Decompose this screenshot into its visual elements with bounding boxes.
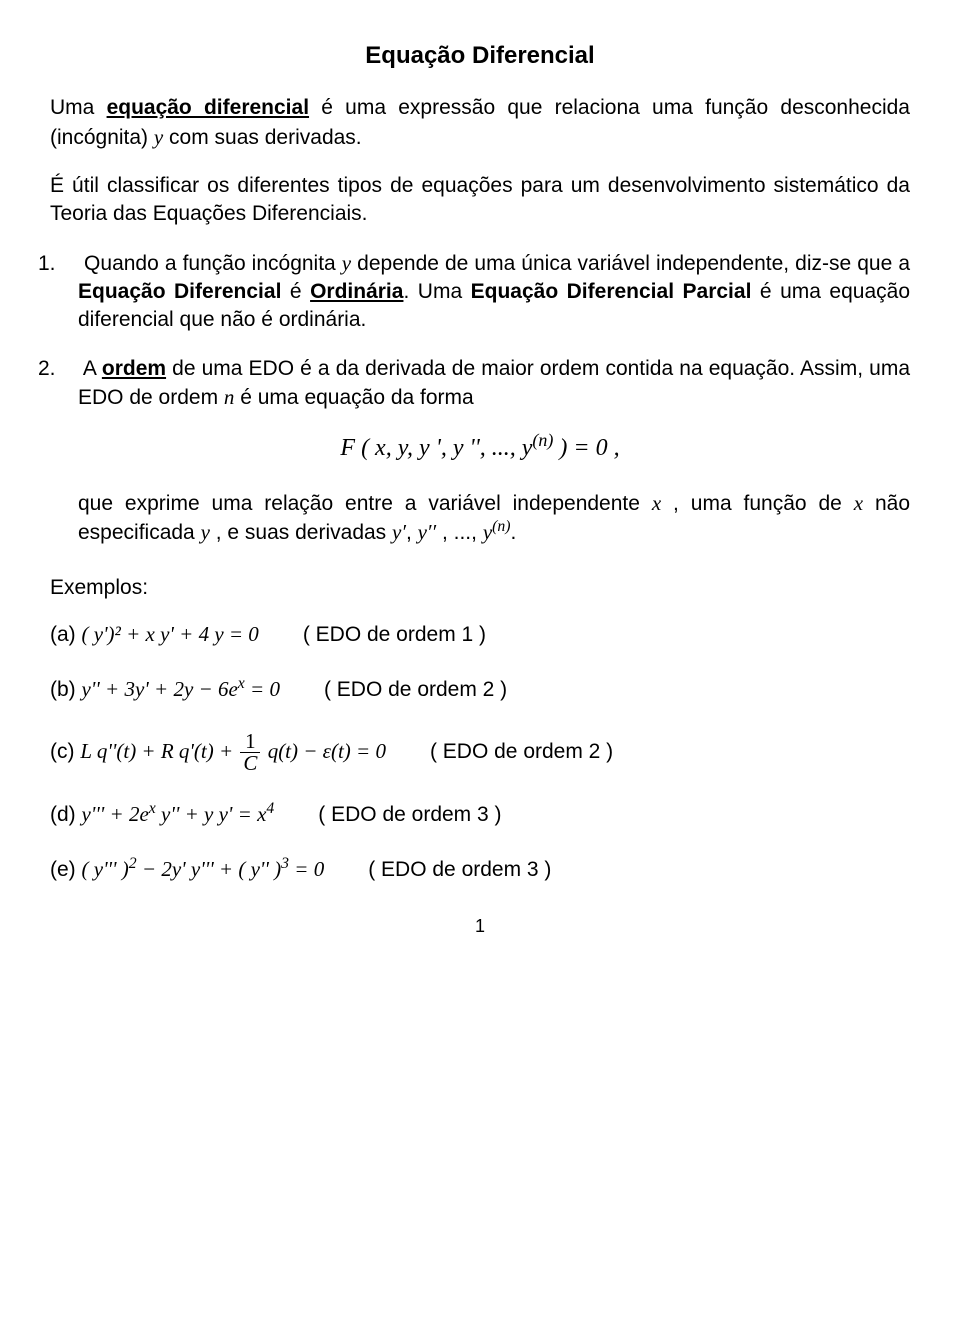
text: , e suas derivadas (210, 521, 392, 544)
fraction-top: 1 (240, 731, 260, 752)
math-var: y (483, 520, 492, 544)
text: , ..., (436, 521, 483, 544)
math: y'' + 3y' + 2y − 6e (82, 677, 238, 701)
text: , uma função de (661, 492, 854, 515)
text: . (511, 521, 517, 544)
example-description: ( EDO de ordem 3 ) (368, 858, 551, 881)
example-e: (e) ( y''' )2 − 2y' y''' + ( y'' )3 = 0 (… (50, 855, 910, 884)
text: Uma (50, 96, 107, 119)
math: = 0 (289, 857, 324, 881)
text: é uma equação da forma (234, 386, 473, 409)
math: q(t) − ε(t) = 0 (262, 739, 386, 763)
list-item-2-continued: que exprime uma relação entre a variável… (50, 489, 910, 548)
example-description: ( EDO de ordem 1 ) (303, 623, 486, 646)
math: L q''(t) + R q'(t) + (80, 739, 238, 763)
math: ) = 0 , (553, 435, 619, 461)
page-title: Equação Diferencial (50, 40, 910, 72)
math-var: y (201, 520, 210, 544)
page-number: 1 (50, 914, 910, 938)
math-sup: x (238, 675, 245, 692)
math-sup: (n) (532, 430, 553, 450)
math: y'' + y y' = x (156, 802, 267, 826)
example-description: ( EDO de ordem 3 ) (318, 803, 501, 826)
text: que exprime uma relação entre a variável… (78, 492, 652, 515)
fraction-bottom: C (240, 752, 260, 774)
paragraph-intro: Uma equação diferencial é uma expressão … (50, 94, 910, 152)
paragraph-classification: É útil classificar os diferentes tipos d… (50, 172, 910, 229)
text: de uma EDO é a da derivada de maior orde… (78, 357, 910, 409)
math-var: x (854, 491, 863, 515)
math-var: n (224, 385, 235, 409)
item-number: 2. (58, 355, 78, 383)
math-sup: 4 (266, 800, 274, 817)
example-d: (d) y''' + 2ex y'' + y y' = x4 ( EDO de o… (50, 800, 910, 829)
math: y''' + 2e (82, 802, 149, 826)
math: ( y')² + x y' + 4 y = 0 (82, 622, 259, 646)
math-sup: 2 (129, 855, 137, 872)
text-bold-underline: equação diferencial (107, 96, 309, 119)
math-var: y (154, 125, 163, 149)
math-var: y′ (392, 520, 406, 544)
math: F ( x, y, y ', y '', ..., y (340, 435, 532, 461)
math-sup: 3 (281, 855, 289, 872)
example-label: (d) (50, 803, 82, 826)
example-c: (c) L q''(t) + R q'(t) + 1C q(t) − ε(t) … (50, 731, 910, 774)
example-label: (b) (50, 678, 82, 701)
math-sup: (n) (492, 518, 510, 535)
example-a: (a) ( y')² + x y' + 4 y = 0 ( EDO de orde… (50, 620, 910, 649)
example-description: ( EDO de ordem 2 ) (430, 740, 613, 763)
text: é (281, 280, 310, 303)
math-var: y (342, 251, 351, 275)
math-var: y′′ (418, 520, 437, 544)
math-sup: x (149, 800, 156, 817)
example-description: ( EDO de ordem 2 ) (324, 678, 507, 701)
math: ( y''' ) (82, 857, 129, 881)
text-bold: Equação Diferencial Parcial (471, 280, 752, 303)
fraction: 1C (240, 731, 260, 774)
equation-main: F ( x, y, y ', y '', ..., y(n) ) = 0 , (50, 432, 910, 464)
text-bold-underline: ordem (102, 357, 166, 380)
examples-heading: Exemplos: (50, 574, 910, 602)
math-var: x (652, 491, 661, 515)
example-label: (c) (50, 740, 80, 763)
text: A (78, 357, 102, 380)
example-label: (a) (50, 623, 82, 646)
list-item-1: 1. Quando a função incógnita y depende d… (50, 249, 910, 335)
text-bold-underline: Ordinária (310, 280, 403, 303)
text: com suas derivadas. (163, 126, 361, 149)
example-b: (b) y'' + 3y' + 2y − 6ex = 0 ( EDO de ord… (50, 675, 910, 704)
math: − 2y' y''' + ( y'' ) (137, 857, 282, 881)
text: depende de uma única variável independen… (351, 252, 910, 275)
text-bold: Equação Diferencial (78, 280, 281, 303)
text: . Uma (403, 280, 470, 303)
list-item-2: 2. A ordem de uma EDO é a da derivada de… (50, 355, 910, 413)
text: Quando a função incógnita (78, 252, 342, 275)
item-number: 1. (58, 250, 78, 278)
example-label: (e) (50, 858, 82, 881)
text: , (406, 521, 418, 544)
math: = 0 (245, 677, 280, 701)
